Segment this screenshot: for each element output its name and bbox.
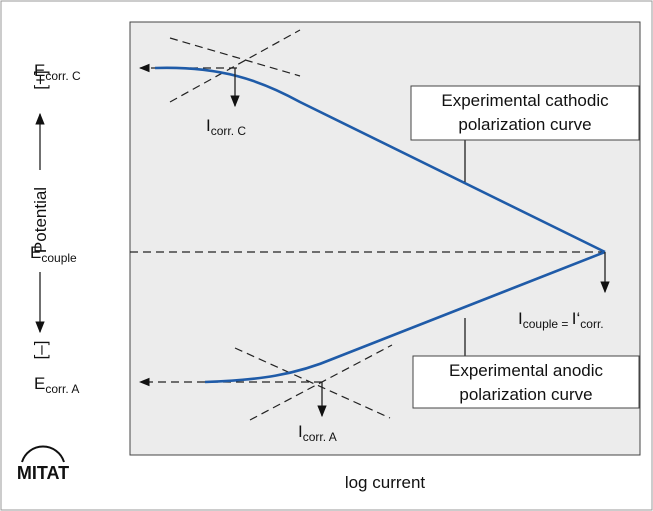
logo: MITAT	[17, 463, 69, 483]
label-main: I	[518, 309, 523, 328]
label-sub: couple	[41, 251, 77, 265]
box-text: Experimental anodic	[449, 361, 604, 380]
label: Ecorr. A	[34, 374, 79, 396]
box-text: Experimental cathodic	[441, 91, 609, 110]
y-plus: [+]	[31, 70, 50, 89]
tafel-line	[169, 37, 301, 77]
label-sub: corr. A	[45, 382, 79, 396]
label-main: E	[34, 374, 45, 393]
label-main: E	[34, 61, 45, 80]
cathodic-box	[410, 85, 640, 141]
label-main: I	[298, 422, 303, 441]
y-axis-label: Potential	[31, 187, 50, 253]
tafel-line	[169, 29, 301, 103]
label: Icorr. C	[206, 116, 246, 138]
label-sub: corr.	[580, 317, 603, 331]
box-text: polarization curve	[458, 115, 591, 134]
label-sub: corr. A	[303, 430, 337, 444]
label: Icouple = I‘corr.	[518, 309, 604, 331]
y-minus: [–]	[31, 341, 50, 360]
label-sub: corr. C	[211, 124, 247, 138]
label: Ecouple	[30, 243, 77, 265]
tafel-line	[234, 347, 391, 419]
box-text: polarization curve	[459, 385, 592, 404]
label-main: I	[206, 116, 211, 135]
logo-arc	[21, 445, 65, 463]
label: Ecorr. C	[34, 61, 81, 83]
label: Icorr. A	[298, 422, 337, 444]
label-main: E	[30, 243, 41, 262]
label-main: I‘	[572, 309, 581, 328]
anodic-curve	[204, 250, 606, 384]
x-axis-label: log current	[345, 473, 426, 492]
label-sub: couple =	[523, 317, 572, 331]
label-sub: corr. C	[45, 69, 81, 83]
cathodic-curve	[154, 66, 606, 254]
anodic-box	[412, 355, 640, 409]
tafel-line	[249, 344, 393, 421]
